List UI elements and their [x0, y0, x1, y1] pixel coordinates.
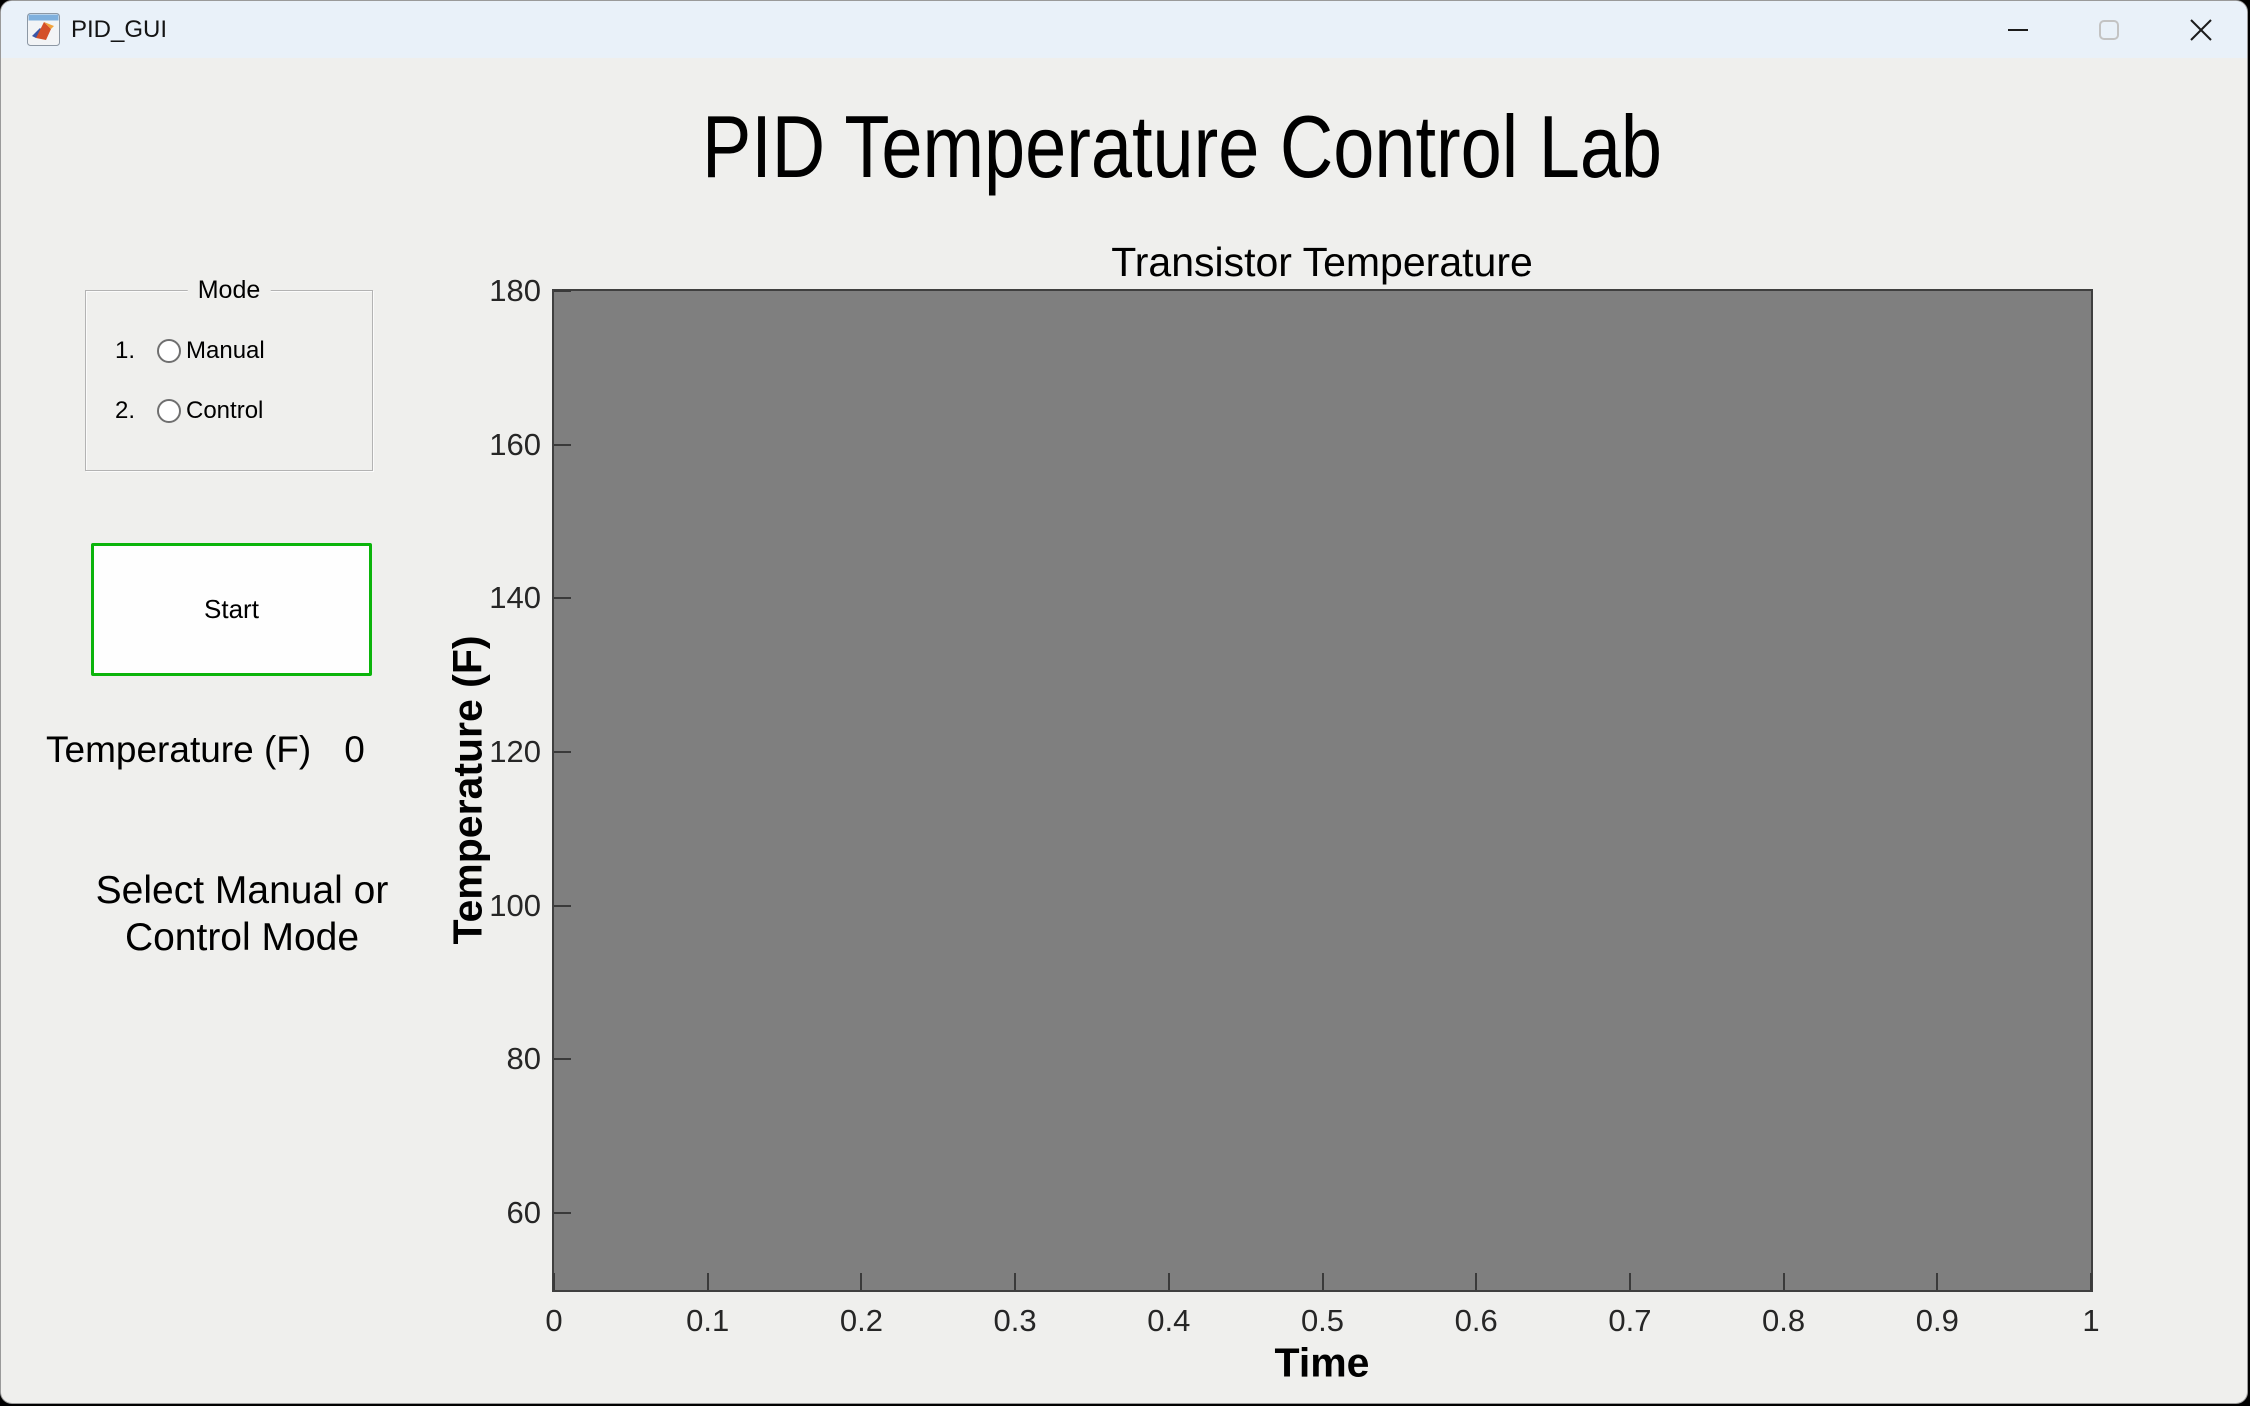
close-icon — [2190, 18, 2212, 41]
x-tick-label: 0.6 — [1454, 1303, 1498, 1338]
chart-title: Transistor Temperature — [1111, 239, 1533, 285]
radio-button-icon[interactable] — [157, 399, 181, 423]
x-tick-label: 0.1 — [686, 1303, 730, 1338]
x-tick-label: 0.5 — [1300, 1303, 1345, 1338]
minimize-icon — [2008, 28, 2028, 31]
start-button[interactable]: Start — [91, 543, 372, 676]
instruction-line-2: Control Mode — [124, 916, 360, 959]
x-tick-mark — [1167, 1273, 1170, 1290]
y-tick-mark — [554, 597, 571, 600]
x-tick-mark — [1014, 1273, 1017, 1290]
mode-panel-legend: Mode — [187, 276, 271, 305]
radio-button-icon[interactable] — [157, 339, 181, 363]
status-instruction: Select Manual or Control Mode — [96, 867, 389, 961]
instruction-line-1: Select Manual or — [95, 869, 389, 912]
y-tick-label: 160 — [489, 426, 541, 462]
radio-label: Manual — [186, 337, 265, 364]
option-number: 1. — [115, 337, 136, 364]
y-tick-label: 80 — [506, 1041, 541, 1077]
x-tick-mark — [1782, 1273, 1785, 1290]
y-tick-mark — [554, 1058, 571, 1061]
radio-label: Control — [186, 397, 264, 424]
temperature-readout: Temperature (F) 0 — [46, 729, 365, 771]
x-axis-label: Time — [1274, 1339, 1370, 1386]
y-tick-mark — [554, 751, 571, 754]
x-tick-label: 0.8 — [1762, 1303, 1806, 1338]
y-tick-mark — [554, 1212, 571, 1215]
x-tick-label: 0.3 — [993, 1303, 1037, 1338]
temperature-value: 0 — [344, 729, 365, 770]
maximize-button[interactable] — [2076, 1, 2142, 58]
x-tick-label: 0.2 — [839, 1303, 883, 1338]
start-button-label: Start — [204, 594, 259, 624]
y-tick-label: 140 — [489, 580, 541, 616]
page-title: PID Temperature Control Lab — [701, 97, 1663, 196]
window-title: PID_GUI — [71, 15, 168, 43]
y-tick-mark — [554, 904, 571, 907]
mode-panel: Mode 1. Manual 2. Control — [85, 276, 373, 471]
window-titlebar[interactable]: PID_GUI — [1, 1, 2247, 58]
minimize-button[interactable] — [1985, 1, 2051, 58]
x-tick-label: 0 — [545, 1303, 563, 1338]
x-tick-mark — [2090, 1273, 2092, 1290]
y-axis-label: Temperature (F) — [444, 635, 491, 945]
plot-area: 60 80 100 120 140 160 180 0 0.1 0.2 0.3 0.4 0.5 0.6 0.… — [489, 273, 2099, 1338]
y-tick-label: 180 — [489, 273, 541, 308]
y-tick-label: 120 — [489, 734, 541, 770]
x-tick-mark — [1475, 1273, 1478, 1290]
x-tick-label: 1 — [2082, 1303, 2100, 1338]
temperature-label: Temperature (F) — [46, 729, 312, 770]
x-tick-mark — [706, 1273, 709, 1290]
y-tick-label: 100 — [489, 887, 541, 923]
x-tick-label: 0.7 — [1608, 1303, 1652, 1338]
radio-option-manual[interactable]: 1. Manual — [86, 337, 372, 364]
option-number: 2. — [115, 397, 136, 424]
x-tick-mark — [860, 1273, 863, 1290]
radio-option-control[interactable]: 2. Control — [86, 397, 372, 424]
close-button[interactable] — [2168, 1, 2234, 58]
x-tick-mark — [1321, 1273, 1324, 1290]
x-tick-mark — [1936, 1273, 1939, 1290]
y-tick-mark — [554, 290, 571, 292]
y-tick-mark — [554, 443, 571, 446]
x-tick-label: 0.4 — [1147, 1303, 1191, 1338]
x-tick-mark — [1628, 1273, 1631, 1290]
matlab-app-icon — [27, 13, 60, 46]
maximize-icon — [2099, 19, 2119, 40]
y-tick-label: 60 — [506, 1195, 541, 1231]
x-tick-label: 0.9 — [1915, 1303, 1959, 1338]
x-tick-mark — [553, 1273, 555, 1290]
